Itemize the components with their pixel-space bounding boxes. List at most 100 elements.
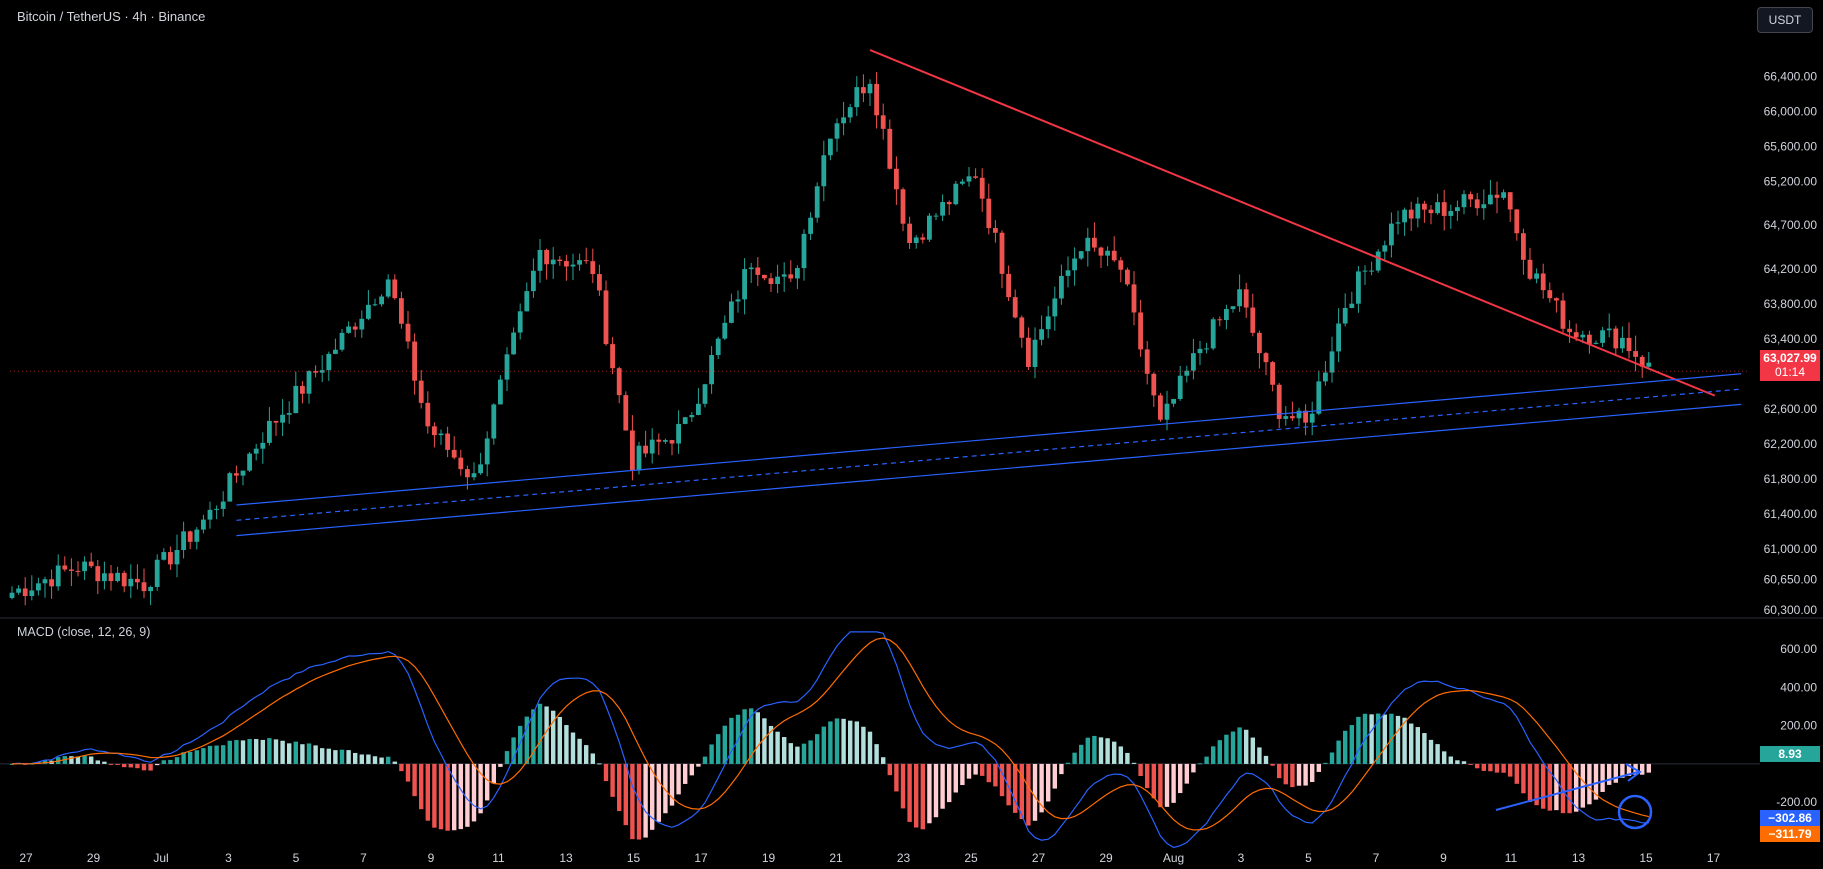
candle-body: [1428, 209, 1434, 214]
candle-body: [498, 379, 503, 405]
candle-body: [1481, 204, 1487, 209]
candle-body: [1158, 395, 1163, 420]
macd-histogram-bar: [1508, 763, 1513, 777]
price-tick-label: 61,400.00: [1764, 507, 1818, 521]
macd-tick-label: 400.00: [1780, 680, 1817, 694]
macd-histogram-bar: [1323, 762, 1328, 764]
currency-button[interactable]: USDT: [1757, 7, 1813, 33]
trendline-descending[interactable]: [869, 49, 1716, 397]
macd-histogram-bar: [940, 763, 945, 809]
macd-histogram-bar: [392, 761, 397, 764]
macd-histogram-bar: [603, 763, 609, 782]
candle-body: [1111, 250, 1117, 261]
macd-histogram-bar: [1620, 763, 1625, 778]
macd-histogram-bar: [1316, 763, 1321, 772]
candle-body: [412, 341, 417, 381]
trendline-channel-upper[interactable]: [236, 373, 1742, 506]
time-tick-label: 5: [293, 851, 300, 865]
macd-histogram-bar: [386, 756, 391, 764]
candle-body: [339, 332, 345, 350]
price-tick-label: 66,400.00: [1764, 69, 1818, 83]
candle-body: [1237, 289, 1242, 307]
trendline-drawings[interactable]: [236, 49, 1742, 537]
macd-histogram-bar: [1250, 737, 1255, 764]
candle-body: [564, 261, 569, 267]
candle-body: [940, 202, 945, 216]
macd-histogram-bar: [1112, 741, 1117, 764]
candle-body: [108, 573, 114, 582]
macd-histogram-bar: [1343, 730, 1348, 764]
candle-body: [1356, 271, 1361, 304]
candle-body: [187, 531, 193, 542]
macd-histogram-bar: [372, 756, 378, 764]
macd-histogram-bar: [749, 708, 754, 764]
macd-histogram-bar: [762, 718, 767, 764]
macd-histogram-bar: [240, 740, 246, 764]
macd-histogram-bar: [1052, 763, 1057, 789]
candle-body: [920, 237, 926, 240]
candle-body: [1164, 403, 1170, 420]
macd-tick-label: -200.00: [1776, 795, 1817, 809]
macd-histogram-bar: [1296, 763, 1302, 786]
candle-body: [267, 420, 272, 443]
candle-body: [1613, 328, 1619, 349]
time-tick-label: 9: [428, 851, 435, 865]
macd-histogram-bar: [181, 752, 186, 764]
candle-body: [1527, 259, 1533, 279]
symbol-title: Bitcoin / TetherUS · 4h · Binance: [17, 9, 206, 24]
macd-histogram-bar: [742, 709, 747, 764]
macd-histogram-bar: [821, 726, 826, 764]
candle-body: [517, 311, 523, 333]
candle-body: [148, 586, 153, 592]
macd-histogram-bar: [1455, 760, 1460, 764]
macd-histogram-bar: [643, 763, 648, 838]
candle-body: [82, 561, 87, 572]
candle-body: [1402, 209, 1407, 223]
macd-histogram-bar: [1079, 744, 1084, 764]
macd-histogram-bar: [696, 763, 701, 767]
candle-body: [531, 270, 536, 292]
macd-histogram-bar: [1098, 737, 1104, 764]
time-tick-label: 17: [694, 851, 708, 865]
candle-body: [286, 413, 292, 415]
candle-body: [352, 326, 358, 330]
candle-body: [42, 579, 48, 584]
macd-histogram-bar: [966, 763, 972, 779]
macd-histogram-bar: [168, 759, 173, 764]
trendline-channel-lower[interactable]: [236, 403, 1742, 537]
candle-body: [49, 579, 54, 587]
macd-histogram-bar: [1442, 751, 1447, 764]
macd-histogram-bar: [861, 726, 866, 764]
time-tick-label: 11: [1505, 851, 1518, 865]
candle-body: [1177, 375, 1183, 399]
macd-histogram-bar: [1554, 763, 1559, 811]
macd-histogram-bar: [933, 763, 939, 818]
candle-body: [154, 559, 160, 587]
candle-body: [247, 453, 252, 471]
candle-body: [616, 368, 622, 396]
candle-body: [458, 457, 464, 470]
macd-histogram-bar: [867, 731, 873, 764]
candle-body: [1336, 323, 1341, 352]
candle-body: [1217, 319, 1223, 321]
candle-body: [1441, 202, 1447, 216]
candle-body: [1078, 251, 1084, 259]
time-tick-label: 27: [19, 851, 33, 865]
candle-body: [69, 569, 74, 571]
candle-body: [1554, 298, 1559, 301]
macd-histogram-bar: [544, 706, 549, 764]
candle-body: [1395, 222, 1401, 224]
macd-histogram-bar: [663, 763, 668, 814]
trendline-channel-mid[interactable]: [236, 388, 1742, 521]
candle-body: [689, 414, 695, 418]
candle-body: [861, 87, 866, 94]
candle-body: [432, 426, 437, 436]
macd-tick-label: 600.00: [1780, 642, 1817, 656]
candle-body: [1204, 348, 1209, 350]
macd-histogram-bar: [438, 763, 444, 830]
macd-histogram-bar: [1541, 763, 1546, 809]
macd-histogram-bar: [848, 720, 853, 764]
macd-histogram-bar: [1263, 755, 1269, 764]
candle-body: [1362, 270, 1368, 272]
